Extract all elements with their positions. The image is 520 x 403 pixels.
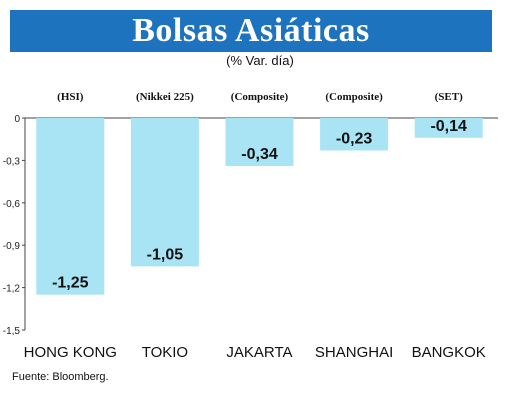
bar [320, 118, 389, 151]
index-label: (SET) [435, 91, 463, 103]
bar [36, 118, 105, 295]
y-tick-label: -0,6 [3, 199, 21, 210]
index-label: (Composite) [325, 91, 383, 103]
y-tick-label: -1,5 [3, 326, 21, 337]
source-note: Fuente: Bloomberg. [12, 371, 109, 383]
data-label: -0,34 [241, 146, 278, 163]
bar [414, 118, 483, 138]
index-label: (Composite) [231, 91, 289, 103]
bar [225, 118, 294, 167]
x-tick-label: HONG KONG [24, 344, 117, 361]
chart-subtitle: (% Var. día) [226, 53, 294, 68]
y-tick-label: 0 [14, 114, 20, 125]
title-banner: Bolsas Asiáticas [10, 10, 492, 52]
x-tick-label: TOKIO [142, 344, 188, 361]
bar [130, 118, 199, 267]
data-label: -1,05 [147, 246, 184, 263]
x-tick-label: JAKARTA [226, 344, 292, 361]
data-label: -0,23 [336, 131, 373, 148]
x-tick-label: SHANGHAI [315, 344, 393, 361]
index-label: (HSI) [57, 91, 84, 103]
data-label: -0,14 [430, 118, 467, 135]
chart-title: Bolsas Asiáticas [132, 12, 370, 49]
y-tick-label: -0,3 [3, 156, 21, 167]
y-tick-label: -0,9 [3, 241, 21, 252]
index-label: (Nikkei 225) [136, 91, 194, 103]
y-tick-label: -1,2 [3, 284, 21, 295]
x-tick-label: BANGKOK [412, 344, 486, 361]
data-label: -1,25 [52, 275, 89, 292]
